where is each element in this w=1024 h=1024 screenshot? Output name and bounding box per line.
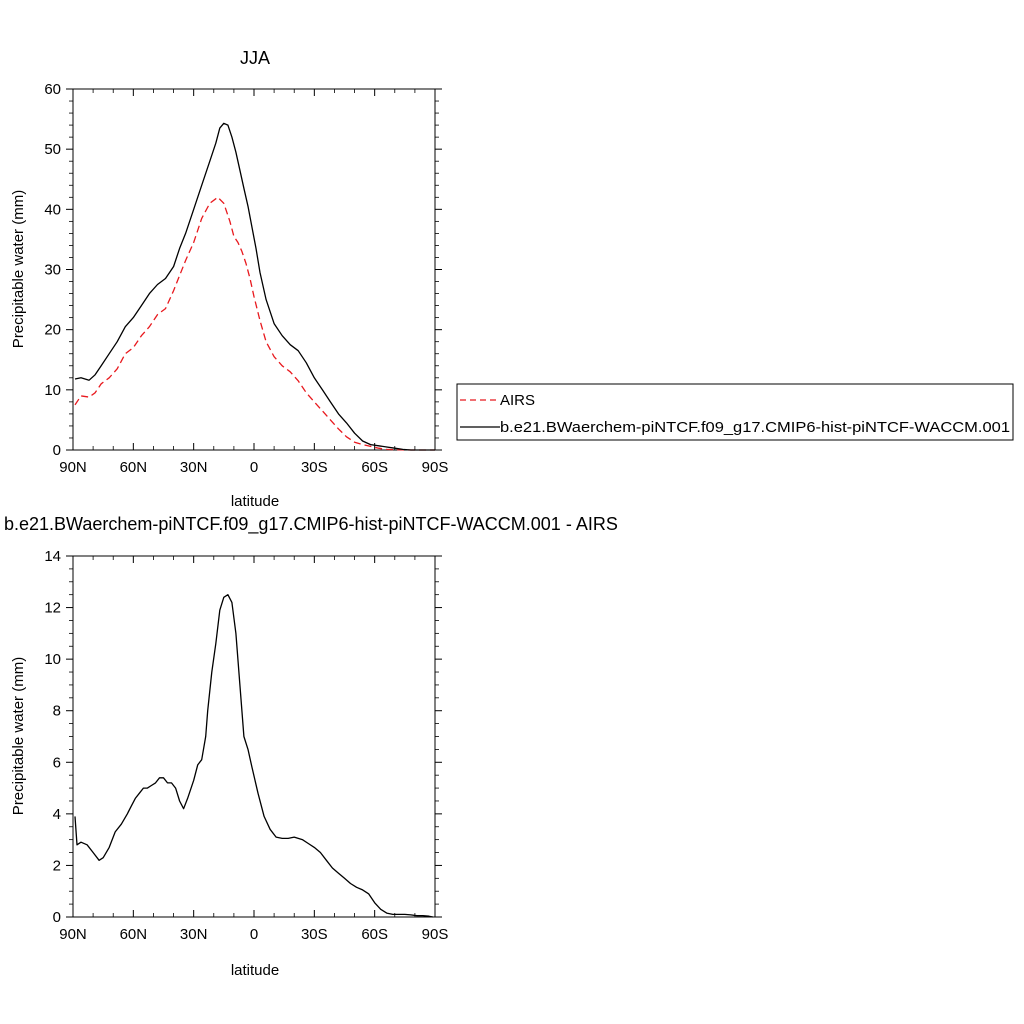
legend-label-model: b.e21.BWaerchem-piNTCF.f09_g17.CMIP6-his… (500, 419, 1010, 436)
axis-ticks: 90N 60N 30N 0 30S 60S 90S 0 2 4 6 8 10 12 14 (44, 548, 448, 943)
x-tick-label: 60N (120, 926, 148, 943)
y-tick-label: 30 (44, 262, 61, 279)
axes-frame (72, 555, 436, 918)
y-tick-label: 10 (44, 651, 61, 668)
x-tick-label: 90N (59, 459, 87, 476)
y-tick-label: 50 (44, 141, 61, 158)
legend-label-airs: AIRS (500, 392, 535, 409)
y-tick-label: 0 (53, 909, 61, 926)
x-axis-label: latitude (231, 493, 279, 510)
x-tick-label: 90N (59, 926, 87, 943)
chart-panel-difference: b.e21.BWaerchem-piNTCF.f09_g17.CMIP6-his… (4, 514, 618, 979)
x-tick-label: 60S (361, 926, 388, 943)
y-tick-label: 6 (53, 754, 61, 771)
x-tick-label: 90S (422, 926, 449, 943)
x-tick-label: 30S (301, 459, 328, 476)
x-tick-label: 90S (422, 459, 449, 476)
series-line-airs (74, 196, 435, 451)
series-line-difference (74, 594, 434, 918)
plot-border (72, 555, 436, 918)
axis-ticks: 90N 60N 30N 0 30S 60S 90S 0 10 20 30 40 50 60 (44, 81, 448, 476)
y-axis-label: Precipitable water (mm) (10, 190, 27, 348)
y-tick-label: 14 (44, 548, 61, 565)
x-tick-label: 60S (361, 459, 388, 476)
y-tick-label: 0 (53, 442, 61, 459)
series-lines (74, 594, 434, 918)
y-tick-label: 8 (53, 703, 61, 720)
y-tick-label: 12 (44, 600, 61, 617)
x-tick-label: 30N (180, 459, 208, 476)
y-tick-label: 20 (44, 322, 61, 339)
y-tick-label: 60 (44, 81, 61, 98)
plot-border (72, 88, 436, 451)
chart-title: b.e21.BWaerchem-piNTCF.f09_g17.CMIP6-his… (4, 514, 618, 535)
y-tick-label: 4 (53, 806, 61, 823)
x-tick-label: 30N (180, 926, 208, 943)
x-tick-label: 30S (301, 926, 328, 943)
x-tick-label: 0 (250, 926, 258, 943)
legend-box (456, 383, 1014, 441)
x-axis-label: latitude (231, 962, 279, 979)
chart-panel-jja: JJA Precipitable water (mm) latitude 90N… (10, 48, 448, 510)
x-tick-label: 0 (250, 459, 258, 476)
series-line-model (74, 122, 435, 451)
y-tick-label: 40 (44, 201, 61, 218)
y-tick-label: 10 (44, 382, 61, 399)
axes-frame (72, 88, 436, 451)
y-axis-label: Precipitable water (mm) (10, 657, 27, 815)
legend: AIRS b.e21.BWaerchem-piNTCF.f09_g17.CMIP… (456, 383, 1014, 441)
x-tick-label: 60N (120, 459, 148, 476)
chart-title: JJA (240, 48, 270, 68)
series-lines (74, 122, 435, 451)
y-tick-label: 2 (53, 857, 61, 874)
